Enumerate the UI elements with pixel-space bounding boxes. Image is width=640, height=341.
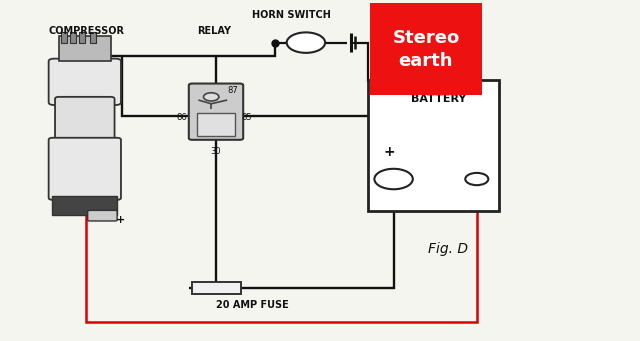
Circle shape	[204, 93, 219, 101]
Bar	[70, 32, 76, 43]
FancyBboxPatch shape	[49, 138, 121, 200]
Bar	[79, 32, 85, 43]
Bar	[197, 113, 235, 136]
Text: +: +	[116, 215, 125, 225]
Bar	[59, 36, 111, 61]
Bar	[61, 32, 67, 43]
Text: RELAY: RELAY	[197, 26, 232, 36]
Text: +: +	[383, 145, 395, 159]
FancyBboxPatch shape	[55, 97, 115, 145]
Bar	[90, 32, 96, 43]
Text: HORN SWITCH: HORN SWITCH	[252, 10, 331, 20]
Text: 86: 86	[177, 113, 188, 122]
Bar	[52, 196, 117, 215]
Text: BATTERY: BATTERY	[411, 94, 466, 104]
Circle shape	[287, 32, 325, 53]
Circle shape	[465, 173, 488, 185]
Text: 30: 30	[210, 147, 221, 156]
Bar	[192, 282, 241, 294]
Circle shape	[374, 169, 413, 189]
Bar	[370, 3, 482, 95]
Text: 20 AMP FUSE: 20 AMP FUSE	[216, 300, 289, 310]
FancyBboxPatch shape	[49, 59, 121, 105]
Text: 87: 87	[228, 86, 239, 95]
FancyBboxPatch shape	[88, 210, 117, 221]
Text: 85: 85	[241, 113, 252, 122]
Bar	[368, 80, 499, 211]
Text: Stereo
earth: Stereo earth	[392, 29, 460, 70]
Text: COMPRESSOR: COMPRESSOR	[49, 26, 124, 36]
Text: Fig. D: Fig. D	[428, 242, 468, 256]
FancyBboxPatch shape	[189, 84, 243, 140]
